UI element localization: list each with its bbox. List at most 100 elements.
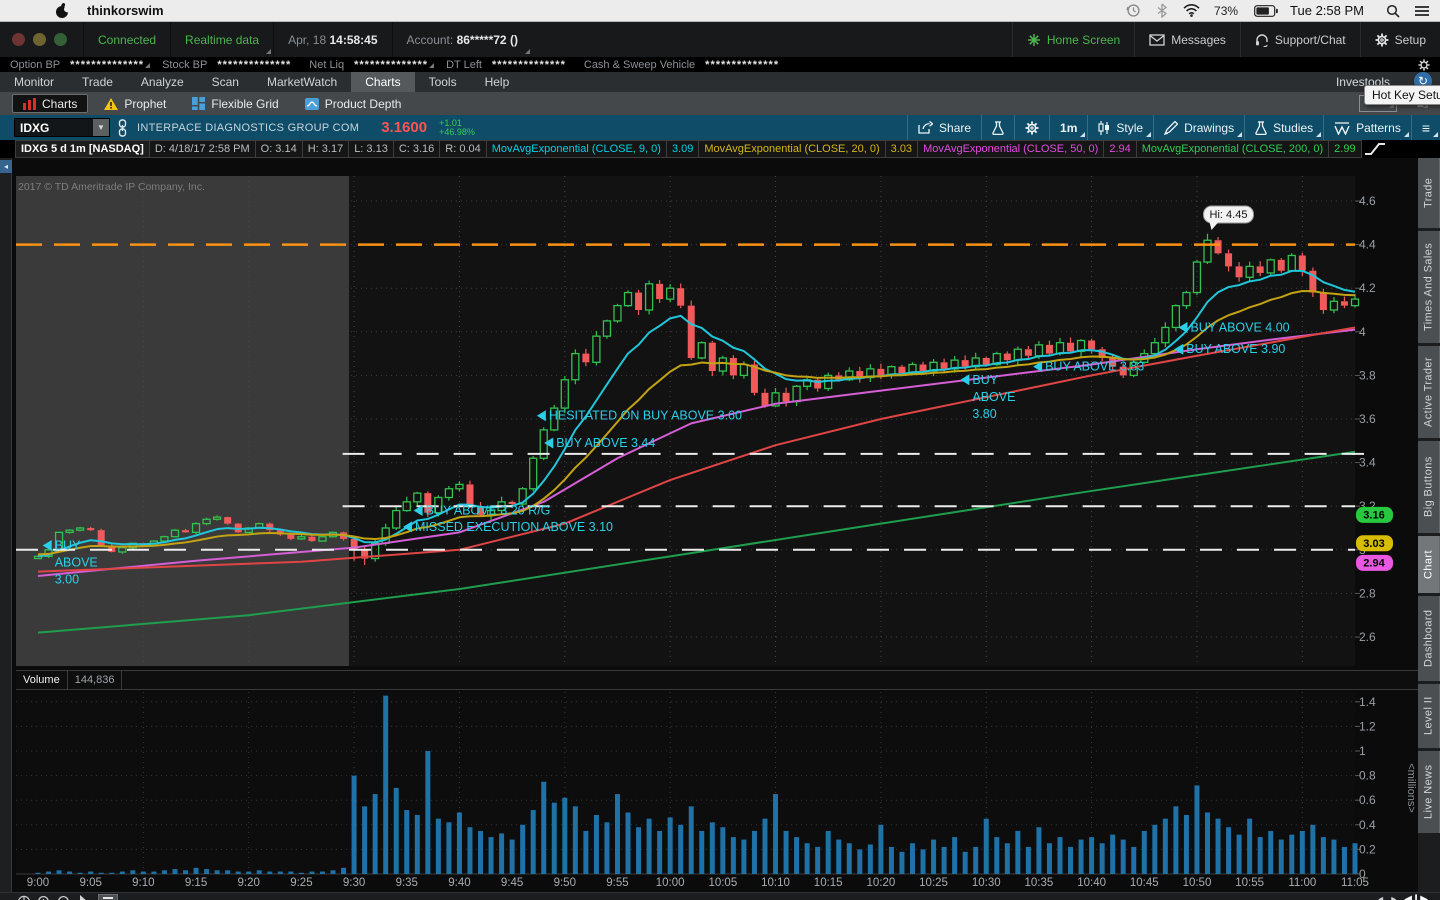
account-field-option-bp[interactable]: Option BP ************** (10, 59, 152, 71)
spotlight-search-icon[interactable] (1386, 4, 1400, 18)
home-screen-button[interactable]: Home Screen (1011, 22, 1134, 57)
timeframe-button[interactable]: 1m (1049, 115, 1087, 140)
study-ema9-label[interactable]: MovAvgExponential (CLOSE, 9, 0) (485, 140, 667, 158)
apple-logo-icon[interactable] (55, 2, 69, 19)
setup-button[interactable]: Setup (1359, 22, 1440, 57)
patterns-button[interactable]: Patterns (1323, 115, 1411, 140)
tab-trade[interactable]: Trade (82, 75, 113, 89)
messages-button[interactable]: Messages (1134, 22, 1240, 57)
flexible-grid-button[interactable]: Flexible Grid (182, 94, 288, 113)
account-field-cash-sweep-vehicle[interactable]: Cash & Sweep Vehicle ************** (584, 59, 787, 71)
svg-text:3.16: 3.16 (1363, 509, 1384, 521)
prophet-button[interactable]: Prophet (94, 94, 176, 113)
chart-settings-button[interactable] (1014, 115, 1049, 140)
battery-percent: 73% (1214, 3, 1239, 18)
notification-center-icon[interactable] (1414, 5, 1430, 17)
svg-text:3.6: 3.6 (1359, 412, 1376, 426)
time-axis[interactable]: 9:00 9:05 9:10 9:15 9:20 9:25 9:30 9:35 9:40 9:45… (27, 877, 1369, 889)
tab-monitor[interactable]: Monitor (14, 75, 55, 89)
quick-study-button[interactable] (981, 115, 1014, 140)
close-window-icon[interactable] (12, 33, 25, 46)
active-app-name[interactable]: thinkorswim (87, 3, 164, 18)
sidebar-tab-trade[interactable]: Trade (1418, 158, 1440, 228)
svg-text:BUY ABOVE 3.83: BUY ABOVE 3.83 (1045, 360, 1144, 374)
data-status-dropdown[interactable]: Realtime data (170, 22, 273, 57)
account-field-value: ************** (705, 58, 780, 71)
sidebar-tab-dashboard[interactable]: Dashboard (1418, 596, 1440, 681)
chart-resize-icon[interactable] (1364, 140, 1440, 158)
studies-button[interactable]: Studies (1244, 115, 1323, 140)
link-icon[interactable] (118, 118, 127, 137)
tab-help[interactable]: Help (484, 75, 510, 89)
overlay-trendline (37, 326, 1356, 573)
account-field-label: Stock BP (162, 58, 208, 71)
svg-text:BUY ABOVE 4.00: BUY ABOVE 4.00 (1190, 320, 1289, 334)
last-price: 3.1600 (381, 119, 428, 136)
menubar-clock[interactable]: Tue 2:58 PM (1290, 3, 1364, 18)
account-selector[interactable]: Account: 86*****72 () (391, 22, 532, 57)
product-depth-button[interactable]: Product Depth (295, 94, 412, 113)
sidebar-tab-chart[interactable]: Chart (1418, 536, 1440, 593)
minimize-window-icon[interactable] (33, 33, 46, 46)
pan-tool-icon[interactable] (14, 894, 34, 900)
tab-marketwatch[interactable]: MarketWatch (266, 75, 338, 89)
go-to-end-icon[interactable]: ◀❙▶ (1404, 894, 1428, 900)
drawings-button[interactable]: Drawings (1153, 115, 1244, 140)
ema20-line (37, 289, 1356, 556)
account-field-value: ************** (70, 58, 145, 71)
svg-text:10:50: 10:50 (1183, 877, 1212, 889)
tab-tools[interactable]: Tools (428, 75, 457, 89)
svg-text:9:50: 9:50 (554, 877, 576, 889)
collapse-left-top-icon[interactable]: ◂ (0, 160, 12, 173)
study-ema20-label[interactable]: MovAvgExponential (CLOSE, 20, 0) (698, 140, 886, 158)
share-button[interactable]: Share (907, 115, 981, 140)
warning-triangle-icon (104, 97, 119, 110)
zoom-window-icon[interactable] (54, 33, 67, 46)
zoom-in-icon[interactable] (34, 894, 54, 900)
wifi-icon[interactable] (1183, 4, 1200, 17)
scroll-left-icon[interactable]: ◂ (1378, 894, 1384, 900)
tab-charts[interactable]: Charts (351, 72, 415, 92)
symbol-input[interactable]: IDXG ▼ (14, 118, 110, 137)
tab-analyze[interactable]: Analyze (140, 75, 184, 89)
svg-text:BUY ABOVE 3.44: BUY ABOVE 3.44 (556, 436, 655, 450)
volume-label[interactable]: Volume (16, 671, 68, 689)
account-field-net-liq[interactable]: Net Liq ************** (309, 59, 436, 71)
high-price-label: Hi: 4.45 (1202, 205, 1254, 230)
symbol-dropdown-icon[interactable]: ▼ (93, 119, 109, 136)
time-machine-icon[interactable] (1126, 3, 1141, 18)
svg-text:1.4: 1.4 (1359, 695, 1376, 709)
sidebar-tab-active-trader[interactable]: Active Trader (1418, 346, 1440, 438)
study-ema200-label[interactable]: MovAvgExponential (CLOSE, 200, 0) (1135, 140, 1330, 158)
sidebar-tab-times-and-sales[interactable]: Times And Sales (1418, 231, 1440, 343)
price-change: +1.01 +46.98% (439, 117, 475, 137)
sidebar-tab-level-ii[interactable]: Level II (1418, 684, 1440, 748)
charts-view-button[interactable]: Charts (12, 94, 89, 113)
account-field-stock-bp[interactable]: Stock BP ************** (162, 59, 299, 71)
svg-text:3.00: 3.00 (55, 572, 79, 586)
scroll-right-icon[interactable]: ▸ (1391, 894, 1397, 900)
volume-axis[interactable]: 1.4 1.2 1 0.8 0.6 0.4 0.2 0 <millions> (1355, 695, 1417, 881)
collapse-panel-tool-icon[interactable] (98, 893, 118, 900)
price-axis[interactable]: 4.64.44.243.83.63.43.232.82.63.163.032.9… (1355, 194, 1393, 644)
price-chart[interactable]: 2017 © TD Ameritrade IP Company, Inc. BUY… (0, 158, 1440, 900)
account-field-dt-left[interactable]: DT Left ************** (446, 59, 574, 71)
support-chat-button[interactable]: Support/Chat (1239, 22, 1360, 57)
chart-menu-icon[interactable]: ≡ (1410, 115, 1440, 140)
cursor-tool-icon[interactable] (74, 894, 94, 900)
study-ema50-label[interactable]: MovAvgExponential (CLOSE, 50, 0) (917, 140, 1105, 158)
gear-small-icon[interactable] (1418, 58, 1430, 71)
sidebar-tab-big-buttons[interactable]: Big Buttons (1418, 441, 1440, 533)
sidebar-tab-live-news[interactable]: Live News (1418, 751, 1440, 833)
style-button[interactable]: Style (1087, 115, 1153, 140)
svg-text:10:55: 10:55 (1235, 877, 1264, 889)
bluetooth-icon[interactable] (1157, 3, 1168, 18)
account-field-label: DT Left (446, 58, 482, 71)
left-panel-divider[interactable]: ◂ ◂ (0, 158, 12, 900)
tab-scan[interactable]: Scan (211, 75, 239, 89)
zoom-out-icon[interactable] (54, 894, 74, 900)
pattern-w-icon (1334, 121, 1350, 135)
window-controls[interactable] (12, 33, 67, 46)
svg-text:10:30: 10:30 (972, 877, 1001, 889)
